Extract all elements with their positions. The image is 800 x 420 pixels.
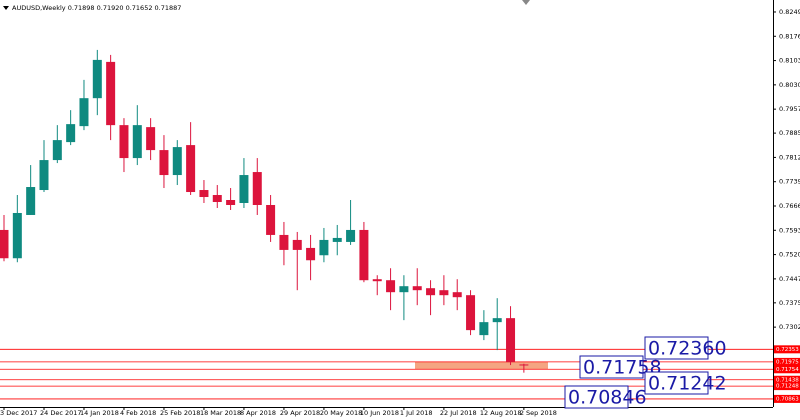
candle-body [26,187,36,215]
candle-body [199,190,209,198]
candle-body [346,229,356,242]
candle-body [252,172,262,205]
annotation: 0.71758 [583,357,662,379]
level-label: 0.71438 [776,377,799,383]
annotation: 0.70846 [568,387,647,409]
x-tick-label: 2 Sep 2018 [520,409,557,417]
candle-body [146,127,156,151]
level-label: 0.72353 [776,347,799,353]
candle-body [332,237,342,242]
x-tick-label: 14 Jan 2018 [80,409,119,417]
candle-body [0,229,9,259]
x-tick-label: 10 Jun 2018 [360,409,399,417]
annotation-box [579,355,644,379]
candle-body [412,286,422,291]
level-label: 0.71248 [776,384,799,390]
candle-body [132,125,142,159]
candle-body [292,239,302,250]
level-tag [774,357,800,366]
candle-body [266,204,276,235]
x-tick-label: 8 Apr 2018 [240,409,276,417]
candle-body [439,290,449,296]
candle-body [359,229,369,281]
candle-body [172,147,182,176]
level-label: 0.70863 [776,396,799,402]
candle-body [372,279,382,282]
x-tick-label: 24 Dec 2017 [40,409,82,417]
candle-body [79,98,89,127]
x-tick-label: 25 Feb 2018 [160,409,200,417]
candle-body [39,160,49,191]
candle-body [66,124,76,143]
candle-body [452,292,462,298]
candle-body [106,61,116,126]
candle-body [519,364,529,366]
annotation-box [644,371,709,395]
candle-body [159,150,169,176]
level-tag [774,365,800,374]
level-label: 0.71754 [776,367,799,373]
x-tick-label: 1 Jul 2018 [400,409,433,417]
candle-body [306,247,316,261]
level-tag [774,394,800,403]
candle-body [386,280,396,293]
candle-body [239,175,249,204]
candle-body [186,145,196,193]
x-tick-label: 22 Jul 2018 [440,409,477,417]
scroll-marker [522,0,530,5]
candle-body [52,140,62,161]
candle-body [492,318,502,323]
candle-body [506,318,516,363]
x-tick-label: 12 Aug 2018 [480,409,522,417]
x-tick-label: 18 Mar 2018 [200,409,241,417]
menu-arrow [3,6,9,10]
candle-body [226,200,236,205]
annotation: 0.72360 [648,338,727,360]
candle-body [466,295,476,331]
zone [415,361,548,370]
candle-body [12,212,22,259]
candle-body [319,239,329,256]
candle-body [479,322,489,336]
level-label: 0.71975 [776,359,799,365]
x-tick-label: 20 May 2018 [320,409,362,417]
level-tag [774,382,800,391]
x-tick-label: 29 Apr 2018 [280,409,320,417]
candle-body [119,125,129,159]
annotation: 0.71242 [648,373,727,395]
chart-title: AUDUSD,Weekly 0.71898 0.71920 0.71652 0.… [12,4,181,12]
candle-body [279,234,289,250]
candle-body [426,288,436,296]
annotation-box [644,336,709,360]
annotation-box [564,385,629,409]
level-tag [774,375,800,384]
candle-body [399,286,409,293]
level-tag [774,345,800,354]
candle-body [92,59,102,99]
x-tick-label: 4 Feb 2018 [120,409,156,417]
x-tick-label: 3 Dec 2017 [0,409,37,417]
candle-body [212,195,222,203]
